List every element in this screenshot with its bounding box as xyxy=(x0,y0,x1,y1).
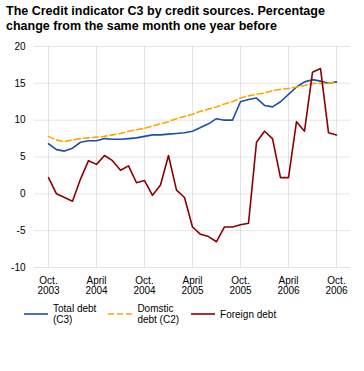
svg-text:April2006: April2006 xyxy=(277,275,300,296)
svg-text:5: 5 xyxy=(20,151,26,162)
svg-text:15: 15 xyxy=(14,78,26,89)
html-text:Foreign debt: Foreign debt xyxy=(220,308,277,320)
svg-text:Oct.2003: Oct.2003 xyxy=(37,275,60,296)
svg-text:April2004: April2004 xyxy=(85,275,108,296)
svg-text:Oct.2004: Oct.2004 xyxy=(133,275,156,296)
svg-text:-5: -5 xyxy=(17,225,26,236)
svg-text:Oct.2006: Oct.2006 xyxy=(325,275,348,296)
html-text:Total debt (C3): Total debt (C3) xyxy=(53,303,97,325)
html-text:Domstic debt (C2): Domstic debt (C2) xyxy=(137,303,180,325)
html-text:The Credit indicator C3 by cre: The Credit indicator C3 by credit source… xyxy=(6,4,325,33)
svg-text:10: 10 xyxy=(14,114,26,125)
svg-text:Oct.2005: Oct.2005 xyxy=(229,275,252,296)
svg-text:April2005: April2005 xyxy=(181,275,204,296)
svg-text:20: 20 xyxy=(14,41,26,52)
svg-text:-10: -10 xyxy=(11,262,26,273)
svg-text:0: 0 xyxy=(20,188,26,199)
